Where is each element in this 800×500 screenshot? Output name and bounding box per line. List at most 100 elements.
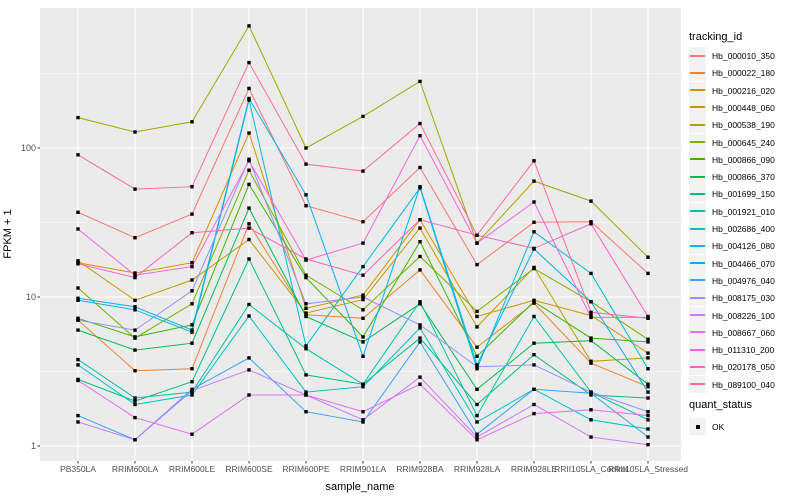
data-point: [532, 411, 536, 416]
data-point: [475, 241, 479, 245]
data-point: [532, 179, 536, 183]
data-point: [532, 387, 536, 391]
data-point: [133, 402, 137, 407]
legend-item-label: Hb_020178_050: [712, 362, 775, 373]
data-point: [361, 354, 365, 358]
data-point: [589, 310, 593, 314]
legend-item-label: Hb_011310_200: [712, 345, 775, 356]
x-tick-label: RRIM928LE: [510, 464, 558, 474]
data-point: [361, 308, 365, 312]
legend-key-line: [690, 279, 705, 282]
data-point: [532, 402, 536, 407]
data-point: [190, 185, 194, 189]
data-point: [133, 396, 137, 400]
x-tick-label: RRIM600PE: [282, 464, 330, 474]
data-point: [361, 420, 365, 424]
legend-item-label: Hb_000022_180: [712, 68, 775, 79]
legend-key-swatch: [689, 418, 706, 435]
data-point: [475, 435, 479, 439]
data-point: [76, 296, 80, 300]
legend-key-swatch: [689, 64, 706, 82]
legend-key-line: [690, 141, 705, 143]
data-point: [133, 399, 137, 403]
data-point: [361, 241, 365, 245]
data-point: [247, 86, 251, 91]
data-point: [589, 271, 593, 276]
data-point: [190, 323, 194, 327]
data-point: [190, 120, 194, 124]
data-point: [190, 393, 194, 397]
legend-key-swatch: [689, 185, 706, 203]
data-point: [532, 300, 536, 304]
data-point: [589, 313, 593, 318]
legend-key-swatch: [689, 306, 706, 324]
data-point: [475, 438, 479, 442]
legend-item-label: Hb_000866_370: [712, 172, 775, 183]
data-point: [304, 273, 308, 277]
legend-key-swatch: [689, 289, 706, 307]
legend-key-line: [690, 296, 705, 299]
data-point: [646, 435, 650, 439]
data-point: [133, 369, 137, 373]
data-point: [133, 187, 137, 191]
data-point: [361, 273, 365, 277]
legend-item-label: Hb_004466_070: [712, 258, 775, 269]
legend-key-line: [690, 89, 705, 92]
data-point: [646, 410, 650, 414]
data-point: [76, 378, 80, 383]
legend-item-label: Hb_089100_040: [712, 379, 775, 390]
legend-item-label: Hb_004126_080: [712, 241, 775, 252]
data-point: [190, 328, 194, 332]
data-point: [361, 297, 365, 302]
legend-key-swatch: [689, 375, 706, 393]
data-point: [304, 306, 308, 310]
data-point: [532, 230, 536, 234]
data-point: [133, 273, 137, 277]
legend-key-line: [690, 158, 705, 161]
data-point: [532, 266, 536, 271]
data-point: [304, 257, 308, 261]
data-point: [304, 314, 308, 319]
legend-item-label: Hb_000538_190: [712, 120, 775, 131]
legend-key-swatch: [689, 133, 706, 151]
legend-item-label: Hb_004976_040: [712, 275, 775, 286]
data-point: [532, 220, 536, 224]
data-point: [76, 227, 80, 231]
data-point: [418, 226, 422, 230]
data-point: [418, 165, 422, 170]
data-point: [646, 427, 650, 431]
legend-key-swatch: [689, 116, 706, 134]
data-point: [589, 408, 593, 412]
data-point: [418, 323, 422, 327]
data-point: [646, 413, 650, 418]
data-point: [133, 298, 137, 302]
data-point: [418, 326, 422, 330]
data-point: [418, 121, 422, 126]
data-point: [418, 185, 422, 189]
data-point: [646, 351, 650, 355]
data-point: [646, 271, 650, 276]
legend-key-line: [690, 365, 705, 368]
data-point: [361, 264, 365, 269]
data-point: [190, 261, 194, 265]
data-point: [247, 226, 251, 230]
data-point: [361, 418, 365, 422]
data-point: [190, 341, 194, 345]
data-point: [76, 115, 80, 120]
data-point: [361, 169, 365, 173]
data-point: [190, 264, 194, 269]
data-point: [304, 410, 308, 414]
data-point: [532, 159, 536, 163]
data-point: [247, 206, 251, 210]
data-point: [247, 24, 251, 28]
legend-key-swatch: [689, 254, 706, 272]
y-tick-label: 1: [30, 441, 36, 451]
data-point: [190, 389, 194, 393]
data-point: [361, 293, 365, 297]
legend-key-line: [690, 227, 705, 230]
data-point: [532, 353, 536, 357]
data-point: [304, 311, 308, 315]
data-point: [361, 114, 365, 119]
data-point: [475, 325, 479, 329]
